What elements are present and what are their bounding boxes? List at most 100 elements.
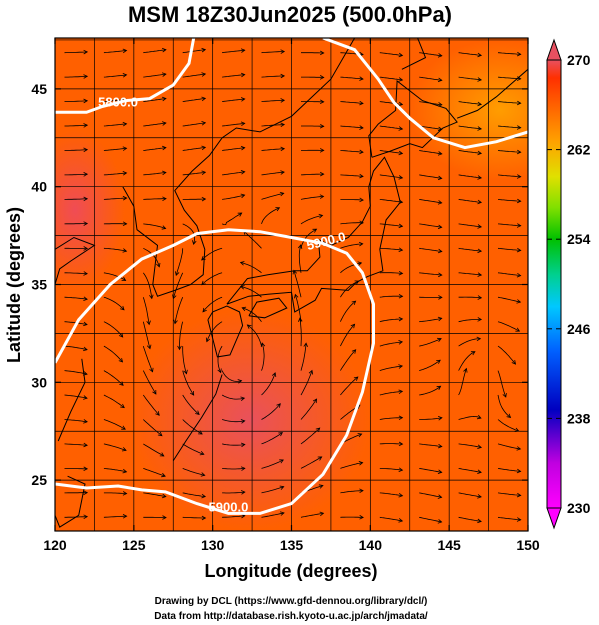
streamline bbox=[300, 215, 323, 225]
streamline bbox=[261, 171, 285, 176]
streamline-arrowhead bbox=[437, 519, 443, 524]
streamline-arrowhead bbox=[149, 367, 154, 373]
streamline-arrowhead bbox=[437, 443, 443, 449]
streamline bbox=[497, 52, 521, 55]
streamline-arrowhead bbox=[241, 306, 247, 312]
streamline bbox=[458, 296, 482, 299]
streamline-arrowhead bbox=[353, 376, 359, 381]
streamline-arrowhead bbox=[351, 300, 357, 306]
cool-northeast-region bbox=[410, 40, 528, 180]
streamline bbox=[300, 456, 322, 469]
streamline bbox=[201, 247, 223, 261]
streamline-arrowhead bbox=[240, 396, 246, 402]
colorbar-tick-label: 238 bbox=[567, 410, 591, 426]
streamline-arrowhead bbox=[292, 269, 297, 275]
x-tick-label: 130 bbox=[201, 537, 225, 553]
streamline bbox=[261, 99, 285, 102]
x-tick-label: 145 bbox=[437, 537, 461, 553]
streamline-arrowhead bbox=[312, 398, 318, 404]
wind-streamlines bbox=[64, 47, 522, 524]
streamline-arrowhead bbox=[477, 469, 482, 474]
streamline bbox=[458, 101, 482, 105]
streamline bbox=[340, 150, 364, 153]
streamline-arrowhead bbox=[122, 48, 128, 54]
streamline-arrowhead bbox=[315, 427, 321, 433]
streamline bbox=[64, 51, 88, 54]
streamline-arrowhead bbox=[279, 191, 285, 197]
streamline bbox=[379, 272, 403, 274]
streamline bbox=[419, 443, 442, 447]
streamline-arrowhead bbox=[83, 147, 89, 153]
streamline-arrowhead bbox=[122, 491, 128, 496]
streamline bbox=[64, 419, 88, 423]
streamline bbox=[103, 50, 127, 54]
gridlines bbox=[55, 38, 528, 531]
streamline bbox=[142, 297, 150, 325]
streamline bbox=[143, 419, 163, 437]
streamline-arrowhead bbox=[436, 385, 442, 390]
streamline bbox=[340, 199, 364, 201]
streamline-arrowhead bbox=[477, 52, 483, 58]
streamline bbox=[64, 394, 88, 399]
streamline bbox=[261, 432, 283, 445]
streamline-arrowhead bbox=[190, 390, 195, 396]
streamline-arrowhead bbox=[516, 247, 522, 253]
streamline-arrowhead bbox=[279, 459, 284, 464]
streamline-arrowhead bbox=[398, 316, 404, 322]
streamline-arrowhead bbox=[202, 307, 207, 313]
streamline-arrowhead bbox=[278, 432, 283, 437]
streamline-arrowhead bbox=[240, 97, 246, 102]
x-axis: 120 125 130 135 140 145 150 bbox=[43, 38, 540, 553]
streamline bbox=[64, 272, 88, 275]
streamline-arrowhead bbox=[318, 213, 324, 219]
streamline bbox=[497, 296, 521, 303]
footer-source: Data from http://database.rish.kyoto-u.a… bbox=[154, 611, 428, 622]
streamline-arrowhead bbox=[516, 272, 522, 278]
streamline bbox=[379, 391, 403, 396]
streamline-arrowhead bbox=[240, 442, 246, 448]
streamline-arrowhead bbox=[83, 395, 88, 400]
streamline-arrowhead bbox=[437, 200, 443, 205]
streamline-arrowhead bbox=[477, 494, 482, 499]
streamline-arrowhead bbox=[437, 248, 443, 254]
streamline-arrowhead bbox=[240, 419, 246, 424]
streamline-arrowhead bbox=[398, 77, 404, 82]
streamline bbox=[300, 398, 317, 420]
streamline-arrowhead bbox=[359, 100, 364, 106]
streamline bbox=[103, 443, 127, 451]
streamline-arrowhead bbox=[279, 485, 285, 490]
streamline bbox=[175, 248, 184, 276]
streamline bbox=[240, 262, 262, 274]
streamline-arrowhead bbox=[83, 196, 89, 202]
contour-label: 5900.0 bbox=[209, 500, 249, 515]
streamline bbox=[182, 468, 205, 476]
streamline-arrowhead bbox=[146, 344, 152, 350]
streamline-arrowhead bbox=[161, 472, 166, 478]
streamline bbox=[173, 272, 184, 299]
streamline-arrowhead bbox=[470, 351, 476, 356]
streamline bbox=[497, 247, 521, 251]
streamline-arrowhead bbox=[516, 492, 522, 498]
streamline bbox=[143, 223, 166, 229]
streamline-arrowhead bbox=[83, 321, 88, 327]
streamline bbox=[221, 212, 242, 226]
streamline bbox=[103, 74, 127, 78]
streamline-arrowhead bbox=[294, 293, 299, 299]
streamline bbox=[340, 349, 356, 371]
streamline bbox=[497, 101, 521, 104]
streamline-arrowhead bbox=[280, 49, 286, 54]
streamline bbox=[379, 174, 403, 179]
streamline-arrowhead bbox=[122, 468, 128, 474]
streamline-arrowhead bbox=[359, 488, 364, 494]
streamline bbox=[261, 342, 265, 371]
streamline-arrowhead bbox=[477, 101, 483, 107]
streamline bbox=[64, 468, 88, 470]
height-contour bbox=[322, 38, 528, 150]
streamline bbox=[458, 492, 482, 498]
streamline-arrowhead bbox=[119, 305, 125, 311]
x-tick-label: 125 bbox=[122, 537, 146, 553]
streamline bbox=[419, 150, 442, 155]
streamline bbox=[222, 491, 245, 494]
streamline-arrowhead bbox=[279, 511, 285, 516]
streamline-arrowhead bbox=[359, 197, 364, 203]
